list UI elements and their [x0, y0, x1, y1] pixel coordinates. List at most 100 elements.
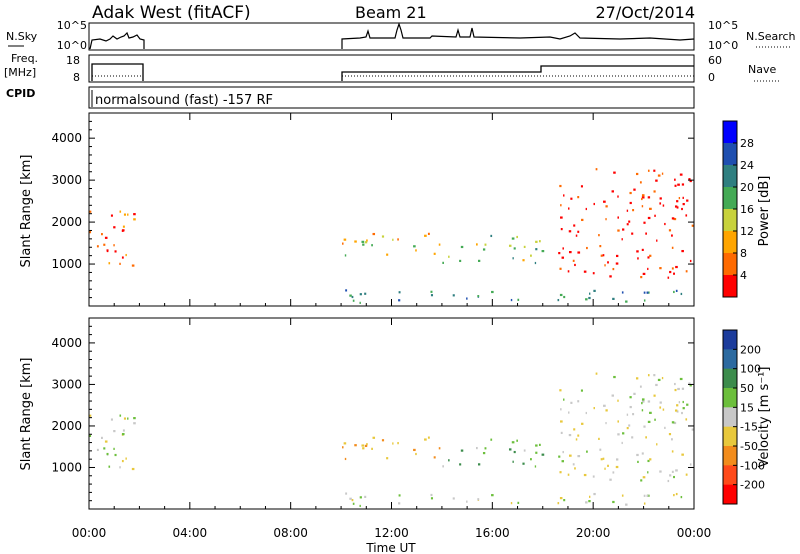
colorbar-swatch [723, 388, 737, 408]
site-title: Adak West (fitACF) [92, 3, 251, 23]
power-echo-cell [647, 267, 649, 271]
velocity-echo-cell [562, 450, 564, 454]
power-echo-cell [674, 184, 677, 187]
velocity-echo-cell [643, 494, 646, 497]
velocity-echo-cell [676, 404, 679, 407]
velocity-echo-cell [681, 387, 685, 390]
velocity-echo-cell [101, 436, 103, 439]
power-echo-cell [632, 209, 635, 212]
power-echo-cell [611, 190, 614, 193]
power-echo-cell [342, 242, 344, 245]
power-echo-cell [557, 298, 560, 302]
velocity-echo-cell [125, 457, 127, 460]
power-colorbar: 28 24 20 16 12 8 4 [722, 120, 754, 298]
velocity-echo-cell [534, 465, 537, 468]
power-echo-cell [626, 223, 629, 226]
nsky-trace-late [341, 22, 695, 49]
velocity-echo-cell [123, 417, 127, 420]
power-echo-cell [671, 217, 675, 220]
cpid-panel: CPID normalsound (fast) -157 RF [6, 86, 695, 109]
power-echo-cell [647, 216, 651, 220]
freq-trace-late [341, 65, 694, 81]
velocity-echo-cell [641, 398, 645, 401]
power-echo-cell [371, 244, 373, 247]
power-echo-cell [664, 222, 666, 226]
power-echo-cell [675, 289, 678, 292]
velocity-echo-cell [604, 467, 606, 470]
velocity-echo-cell [559, 389, 562, 392]
velocity-echo-cell [689, 463, 692, 466]
velocity-echo-cell [573, 428, 576, 431]
power-echo-cell [691, 224, 695, 227]
power-echo-cell [615, 262, 619, 265]
power-echo-cell [647, 169, 650, 172]
colorbar-swatch [723, 349, 737, 370]
nsky-right-tick-bottom: 10^0 [708, 39, 738, 52]
velocity-echo-cell [654, 418, 656, 421]
velocity-echo-cell [669, 474, 672, 477]
power-echo-cell [510, 298, 513, 302]
power-ylabel: Slant Range [km] [19, 155, 34, 268]
power-echo-cell [359, 301, 361, 304]
freq-right-tick-bottom: 0 [708, 71, 715, 84]
velocity-panel: 1000 2000 3000 4000 Slant Range [km] [19, 317, 695, 510]
freq-left-tick-top: 18 [66, 54, 80, 67]
power-echo-cell [680, 292, 683, 296]
x-tick-label: 00:00 [677, 526, 712, 540]
freq-trace-early [91, 63, 144, 81]
power-echo-cell [508, 244, 512, 247]
velocity-echo-cell [609, 478, 612, 481]
power-echo-cell [645, 232, 647, 235]
velocity-echo-cell [659, 470, 662, 473]
power-echo-cell [649, 254, 652, 257]
velocity-echo-cell [371, 447, 373, 450]
velocity-echo-cell [491, 494, 494, 497]
velocity-echo-cell [343, 442, 347, 445]
power-echo-cell [586, 246, 588, 250]
velocity-echo-cell [442, 465, 444, 468]
power-echo-cell [640, 275, 643, 279]
power-echo-cell [629, 191, 632, 195]
velocity-echo-cell [575, 438, 578, 441]
colorbar-tick-label: 200 [740, 343, 761, 356]
velocity-echo-cell [452, 497, 455, 500]
velocity-echo-cell [607, 464, 609, 467]
power-echo-cell [559, 293, 563, 297]
velocity-echo-cell [593, 406, 595, 410]
velocity-echo-cell [617, 433, 620, 436]
power-echo-cell [673, 290, 675, 294]
power-echo-cell [125, 253, 127, 257]
velocity-echo-cell [512, 460, 514, 463]
power-echo-cell [89, 210, 92, 213]
velocity-echo-cell [685, 473, 688, 476]
velocity-echo-cell [612, 500, 615, 504]
velocity-echo-cell [641, 400, 645, 403]
velocity-echo-cell [643, 425, 646, 428]
power-echo-cell [647, 256, 650, 259]
power-echo-cell [593, 289, 596, 292]
power-echo-cell [588, 296, 591, 300]
power-echo-cell [448, 255, 450, 258]
power-echo-cell [372, 232, 376, 236]
power-echo-cell [643, 299, 646, 302]
velocity-echo-cell [538, 443, 541, 446]
velocity-echo-cell [632, 413, 635, 416]
power-echo-cell [424, 234, 427, 237]
velocity-echo-cell [622, 432, 625, 435]
power-echo-cell [459, 259, 462, 263]
power-echo-cell [613, 171, 616, 174]
velocity-echo-cell [477, 498, 480, 501]
velocity-echo-cell [89, 414, 92, 417]
power-echo-cell [538, 240, 541, 243]
power-echo-cell [110, 214, 113, 217]
velocity-echo-cell [433, 456, 436, 459]
power-echo-cell [512, 257, 514, 260]
colorbar-tick-label: 15 [740, 401, 754, 414]
velocity-echo-cell [629, 405, 632, 409]
velocity-echo-cell [466, 500, 468, 503]
power-echo-cell [617, 195, 619, 198]
power-echo-cell [562, 247, 564, 250]
velocity-echo-cell [626, 413, 629, 416]
velocity-echo-cell [641, 409, 644, 412]
power-echo-cell [673, 272, 675, 275]
